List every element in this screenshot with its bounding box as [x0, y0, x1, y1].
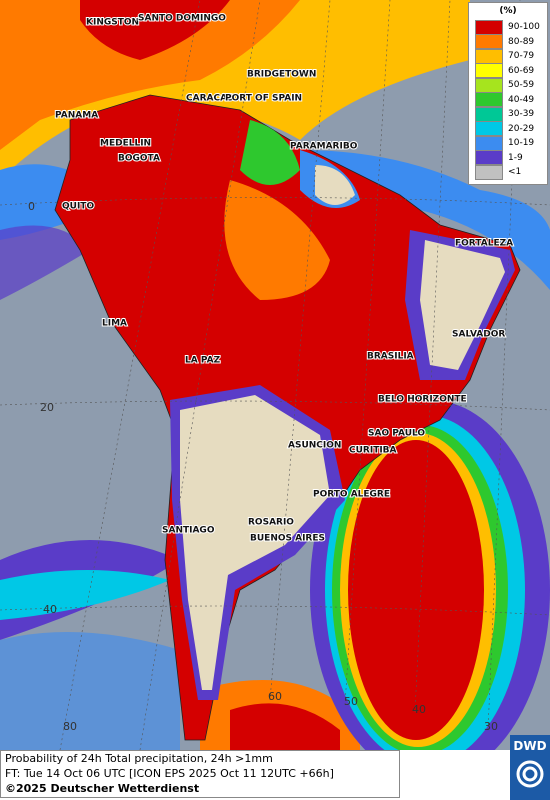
- legend-swatch: [475, 106, 503, 122]
- legend-swatch: [475, 19, 503, 35]
- graticule: [0, 0, 550, 750]
- legend-swatch: [475, 34, 503, 50]
- legend-swatch: [475, 48, 503, 64]
- rain-band: [224, 180, 330, 300]
- grid-label: 20: [40, 401, 54, 414]
- legend-label: 80-89: [508, 36, 535, 47]
- city-label: BUENOS AIRES: [250, 534, 325, 544]
- legend-item: 30-39: [469, 106, 547, 122]
- city-label: BOGOTA: [118, 154, 160, 164]
- logo-text: DWD: [513, 739, 547, 753]
- rain-band: [0, 570, 170, 620]
- legend-item: 50-59: [469, 77, 547, 93]
- dry-land: [315, 165, 355, 205]
- footer-title: Probability of 24h Total precipitation, …: [5, 752, 273, 765]
- legend-item: 1-9: [469, 150, 547, 166]
- footer: Probability of 24h Total precipitation, …: [0, 750, 400, 798]
- rain-band: [240, 120, 300, 185]
- legend-item: 80-89: [469, 34, 547, 50]
- dry-land: [180, 395, 330, 690]
- city-label: LA PAZ: [185, 356, 221, 366]
- legend-label: 10-19: [508, 138, 535, 149]
- legend-swatch: [475, 150, 503, 166]
- legend: (%) 90-100 80-89 70-79 60-69 50-59 40-49 30-39…: [468, 2, 548, 185]
- city-label: SANTO DOMINGO: [138, 14, 226, 24]
- city-label: ROSARIO: [248, 518, 294, 528]
- grid-label: 30: [484, 720, 498, 733]
- city-label: BRIDGETOWN: [247, 70, 316, 80]
- legend-label: 60-69: [508, 65, 535, 76]
- grid-label: 60: [268, 690, 282, 703]
- legend-label: 30-39: [508, 109, 535, 120]
- legend-swatch: [475, 63, 503, 79]
- city-label: PANAMA: [55, 111, 98, 121]
- city-label: BELO HORIZONTE: [378, 395, 467, 405]
- rain-band: [348, 440, 484, 740]
- legend-swatch: [475, 121, 503, 137]
- legend-item: 60-69: [469, 63, 547, 79]
- rain-band: [0, 0, 300, 150]
- logo-swirl: [516, 760, 544, 788]
- city-label: ASUNCION: [288, 441, 341, 451]
- city-label: BRASILIA: [367, 352, 414, 362]
- legend-label: 1-9: [508, 152, 523, 163]
- legend-swatch: [475, 135, 503, 151]
- legend-label: 50-59: [508, 80, 535, 91]
- city-label: CURITIBA: [349, 446, 397, 456]
- city-label: LIMA: [102, 319, 127, 329]
- city-label: SANTIAGO: [162, 526, 215, 536]
- legend-swatch: [475, 92, 503, 108]
- city-label: SALVADOR: [452, 330, 505, 340]
- legend-label: 70-79: [508, 51, 535, 62]
- legend-item: 70-79: [469, 48, 547, 64]
- legend-unit: (%): [499, 6, 517, 16]
- dry-land: [420, 240, 505, 370]
- rain-band: [0, 225, 90, 300]
- grid-label: 40: [43, 603, 57, 616]
- legend-swatch: [475, 77, 503, 93]
- legend-item: 10-19: [469, 135, 547, 151]
- rain-band: [0, 632, 180, 750]
- city-label: PARAMARIBO: [290, 142, 358, 152]
- legend-item: 40-49: [469, 92, 547, 108]
- rain-band: [230, 703, 340, 750]
- grid-label: 80: [63, 720, 77, 733]
- grid-label: 50: [344, 695, 358, 708]
- legend-label: 90-100: [508, 22, 540, 33]
- city-label: PORT OF SPAIN: [225, 94, 302, 104]
- city-label: CARACAS: [186, 94, 234, 104]
- city-label: MEDELLIN: [100, 139, 151, 149]
- legend-swatch: [475, 164, 503, 180]
- grid-label: 0: [28, 200, 35, 213]
- city-label: PORTO ALEGRE: [313, 490, 390, 500]
- legend-item: <1: [469, 164, 547, 180]
- legend-item: 90-100: [469, 19, 547, 35]
- city-label: FORTALEZA: [455, 239, 513, 249]
- grid-label: 40: [412, 703, 426, 716]
- city-label: KINGSTON: [86, 18, 139, 28]
- legend-label: <1: [508, 167, 522, 178]
- legend-label: 20-29: [508, 123, 535, 134]
- footer-forecast: FT: Tue 14 Oct 06 UTC [ICON EPS 2025 Oct…: [5, 767, 334, 780]
- rain-band: [80, 0, 230, 60]
- legend-label: 40-49: [508, 94, 535, 105]
- footer-copyright: ©2025 Deutscher Wetterdienst: [5, 782, 200, 795]
- legend-item: 20-29: [469, 121, 547, 137]
- logo: DWD: [510, 735, 550, 800]
- city-label: SAO PAULO: [368, 429, 425, 439]
- city-label: QUITO: [62, 202, 94, 212]
